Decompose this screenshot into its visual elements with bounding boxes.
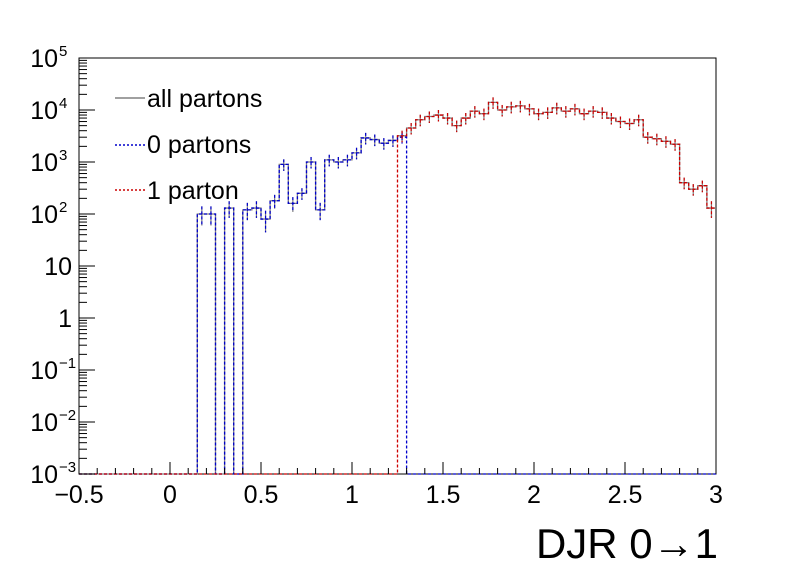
x-axis-label: DJR 0→1	[536, 520, 718, 567]
y-tick-exponent: −2	[59, 407, 76, 424]
legend-label-0-partons: 0 partons	[147, 131, 251, 159]
y-tick-label: 10	[30, 45, 58, 73]
legend: all partons 0 partons 1 parton	[115, 85, 262, 205]
legend-label-1-parton: 1 parton	[147, 177, 239, 205]
series-0-partons	[79, 132, 716, 475]
y-tick-label: 10	[30, 149, 58, 177]
x-tick-label: 2.5	[608, 481, 643, 509]
y-tick-exponent: 5	[59, 43, 67, 60]
y-tick-exponent: −1	[59, 355, 76, 372]
y-tick-label: 10	[30, 97, 58, 125]
histogram-line	[79, 101, 716, 475]
x-tick-label: 1	[345, 481, 359, 509]
series-1-parton	[79, 97, 716, 475]
x-tick-label: 2	[527, 481, 541, 509]
y-tick-label: 1	[58, 305, 72, 333]
y-tick-label: 10	[30, 461, 58, 489]
x-tick-label: 0.5	[244, 481, 279, 509]
y-tick-label: 10	[30, 409, 58, 437]
x-tick-label: 1.5	[426, 481, 461, 509]
y-tick-label: 10	[30, 201, 58, 229]
y-tick-exponent: 4	[59, 95, 67, 112]
x-tick-label: 0	[163, 481, 177, 509]
y-tick-exponent: 3	[59, 147, 67, 164]
y-tick-label: 10	[30, 357, 58, 385]
y-tick-exponent: −3	[59, 459, 76, 476]
y-tick-exponent: 2	[59, 199, 67, 216]
series-layer	[79, 97, 716, 475]
x-tick-label: −0.5	[54, 481, 103, 509]
legend-label-all-partons: all partons	[147, 85, 262, 113]
y-tick-label: 10	[44, 253, 72, 281]
x-tick-label: 3	[709, 481, 723, 509]
